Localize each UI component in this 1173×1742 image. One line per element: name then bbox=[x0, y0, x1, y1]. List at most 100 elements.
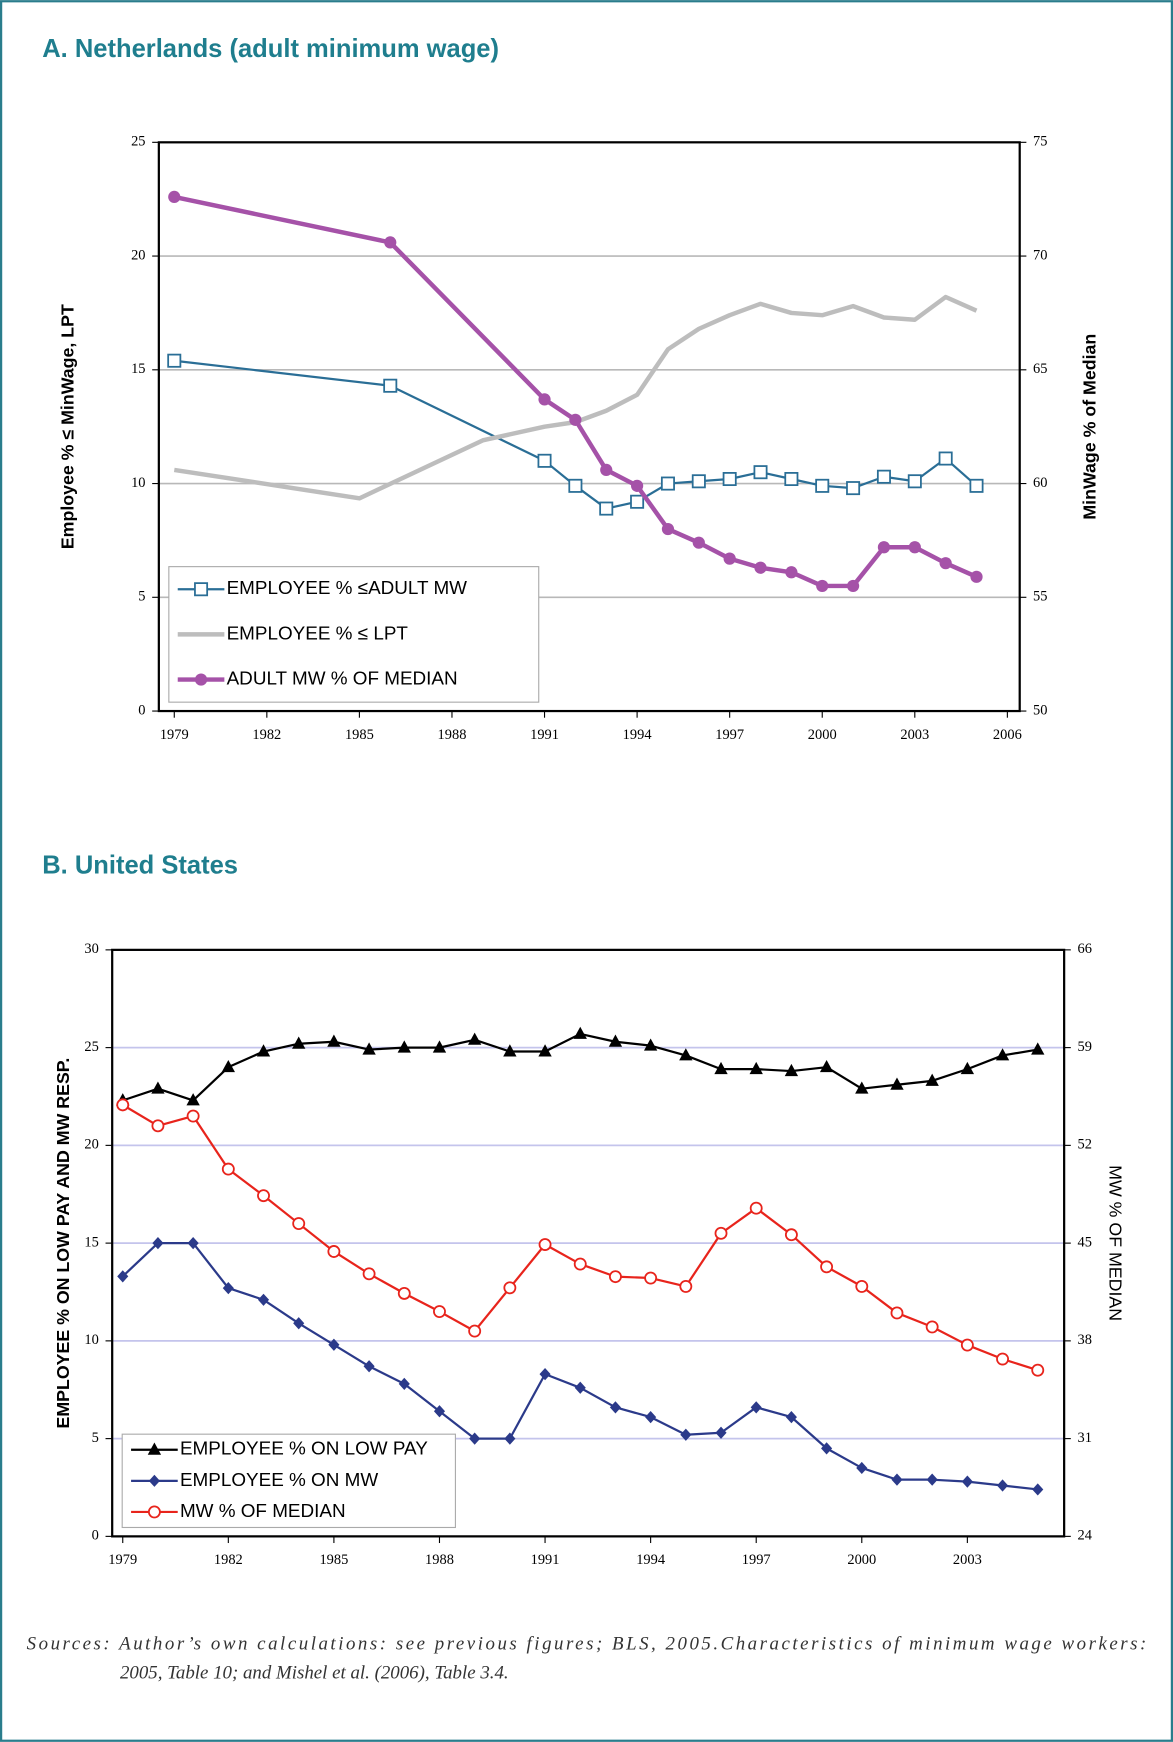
marker bbox=[599, 501, 614, 516]
legend-label: MW % OF MEDIAN bbox=[180, 1501, 346, 1522]
marker bbox=[569, 413, 582, 426]
series-line bbox=[173, 294, 978, 501]
y-tick-label: 5 bbox=[92, 1430, 99, 1446]
marker bbox=[362, 1267, 376, 1281]
chart-title: A. Netherlands (adult minimum wage) bbox=[42, 35, 499, 63]
marker bbox=[116, 1098, 130, 1112]
y-tick-label: 15 bbox=[84, 1234, 98, 1250]
marker bbox=[147, 1442, 162, 1455]
marker bbox=[384, 236, 397, 249]
marker bbox=[221, 1059, 235, 1073]
marker bbox=[996, 1352, 1009, 1366]
marker bbox=[846, 579, 860, 593]
marker bbox=[117, 1270, 129, 1283]
marker bbox=[715, 1426, 727, 1439]
marker bbox=[939, 557, 952, 570]
marker bbox=[819, 1059, 834, 1073]
marker bbox=[1031, 1042, 1045, 1055]
y2-tick-label: 50 bbox=[1033, 702, 1047, 718]
y-tick-label: 5 bbox=[138, 589, 145, 605]
y-tick-label: 25 bbox=[84, 1039, 98, 1055]
y2-tick-label: 52 bbox=[1077, 1137, 1091, 1153]
y-tick-label: 10 bbox=[131, 475, 145, 491]
y2-axis-label: MinWage % of Median bbox=[1079, 334, 1099, 520]
marker bbox=[147, 1505, 161, 1519]
marker bbox=[877, 541, 891, 554]
marker bbox=[821, 1442, 833, 1455]
x-tick-label: 1985 bbox=[319, 1552, 348, 1568]
legend-label: EMPLOYEE % ≤ADULT MW bbox=[227, 578, 468, 599]
marker bbox=[749, 1201, 763, 1215]
marker bbox=[846, 481, 861, 496]
y2-tick-label: 59 bbox=[1077, 1039, 1091, 1055]
marker bbox=[257, 1293, 270, 1306]
legend-label: EMPLOYEE % ≤ LPT bbox=[227, 623, 409, 644]
marker bbox=[660, 476, 675, 491]
x-tick-label: 2000 bbox=[808, 727, 837, 743]
x-tick-label: 1997 bbox=[715, 727, 744, 743]
x-tick-label: 1988 bbox=[425, 1552, 454, 1568]
legend-box bbox=[168, 566, 540, 703]
marker bbox=[680, 1428, 692, 1441]
marker bbox=[609, 1401, 621, 1414]
x-tick-label: 2000 bbox=[847, 1552, 876, 1568]
marker bbox=[292, 1217, 306, 1231]
marker bbox=[468, 1324, 482, 1338]
y2-tick-label: 66 bbox=[1077, 941, 1091, 957]
x-tick-label: 1991 bbox=[531, 1552, 560, 1568]
marker bbox=[691, 474, 706, 489]
marker bbox=[432, 1040, 447, 1053]
y-tick-label: 20 bbox=[131, 247, 145, 263]
marker bbox=[537, 453, 552, 468]
marker bbox=[573, 1026, 587, 1039]
marker bbox=[785, 1411, 797, 1424]
marker bbox=[186, 1093, 200, 1106]
marker bbox=[221, 1162, 235, 1176]
marker bbox=[723, 552, 736, 565]
marker bbox=[148, 1474, 160, 1487]
series-line bbox=[122, 1032, 1038, 1102]
x-tick-label: 1982 bbox=[252, 727, 281, 743]
marker bbox=[816, 579, 829, 593]
marker bbox=[997, 1479, 1009, 1492]
marker bbox=[645, 1411, 657, 1424]
marker bbox=[293, 1317, 305, 1330]
marker bbox=[856, 1461, 868, 1475]
marker bbox=[679, 1048, 693, 1061]
marker bbox=[750, 1401, 762, 1414]
marker bbox=[600, 463, 613, 477]
marker bbox=[907, 474, 922, 489]
marker bbox=[784, 1063, 799, 1077]
marker bbox=[908, 541, 921, 554]
marker bbox=[574, 1381, 586, 1394]
marker bbox=[433, 1305, 446, 1318]
marker bbox=[292, 1036, 306, 1049]
marker bbox=[960, 1061, 975, 1075]
x-tick-label: 1979 bbox=[108, 1552, 137, 1568]
marker bbox=[194, 673, 208, 686]
y2-tick-label: 70 bbox=[1033, 247, 1047, 263]
x-tick-label: 1982 bbox=[214, 1552, 243, 1568]
y2-tick-label: 65 bbox=[1033, 361, 1047, 377]
marker bbox=[925, 1073, 939, 1086]
marker bbox=[363, 1360, 375, 1373]
y-tick-label: 0 bbox=[138, 702, 145, 718]
marker bbox=[820, 1260, 834, 1274]
marker bbox=[538, 393, 551, 406]
y2-tick-label: 38 bbox=[1077, 1332, 1091, 1348]
marker bbox=[630, 494, 645, 509]
y-tick-label: 30 bbox=[84, 941, 98, 957]
marker bbox=[815, 478, 830, 493]
marker bbox=[573, 1257, 587, 1271]
y2-axis-label: MW % OF MEDIAN bbox=[1105, 1165, 1125, 1321]
marker bbox=[643, 1038, 658, 1051]
legend-label: EMPLOYEE % ON LOW PAY bbox=[180, 1439, 428, 1460]
y-tick-label: 0 bbox=[92, 1528, 99, 1544]
marker bbox=[256, 1044, 271, 1057]
marker bbox=[784, 1228, 798, 1242]
y-axis-label: EMPLOYEE % ON LOW PAY AND MW RESP. bbox=[53, 1058, 73, 1429]
marker bbox=[469, 1432, 481, 1445]
x-tick-label: 1994 bbox=[636, 1552, 665, 1568]
marker bbox=[1031, 1363, 1045, 1377]
marker bbox=[925, 1320, 939, 1334]
